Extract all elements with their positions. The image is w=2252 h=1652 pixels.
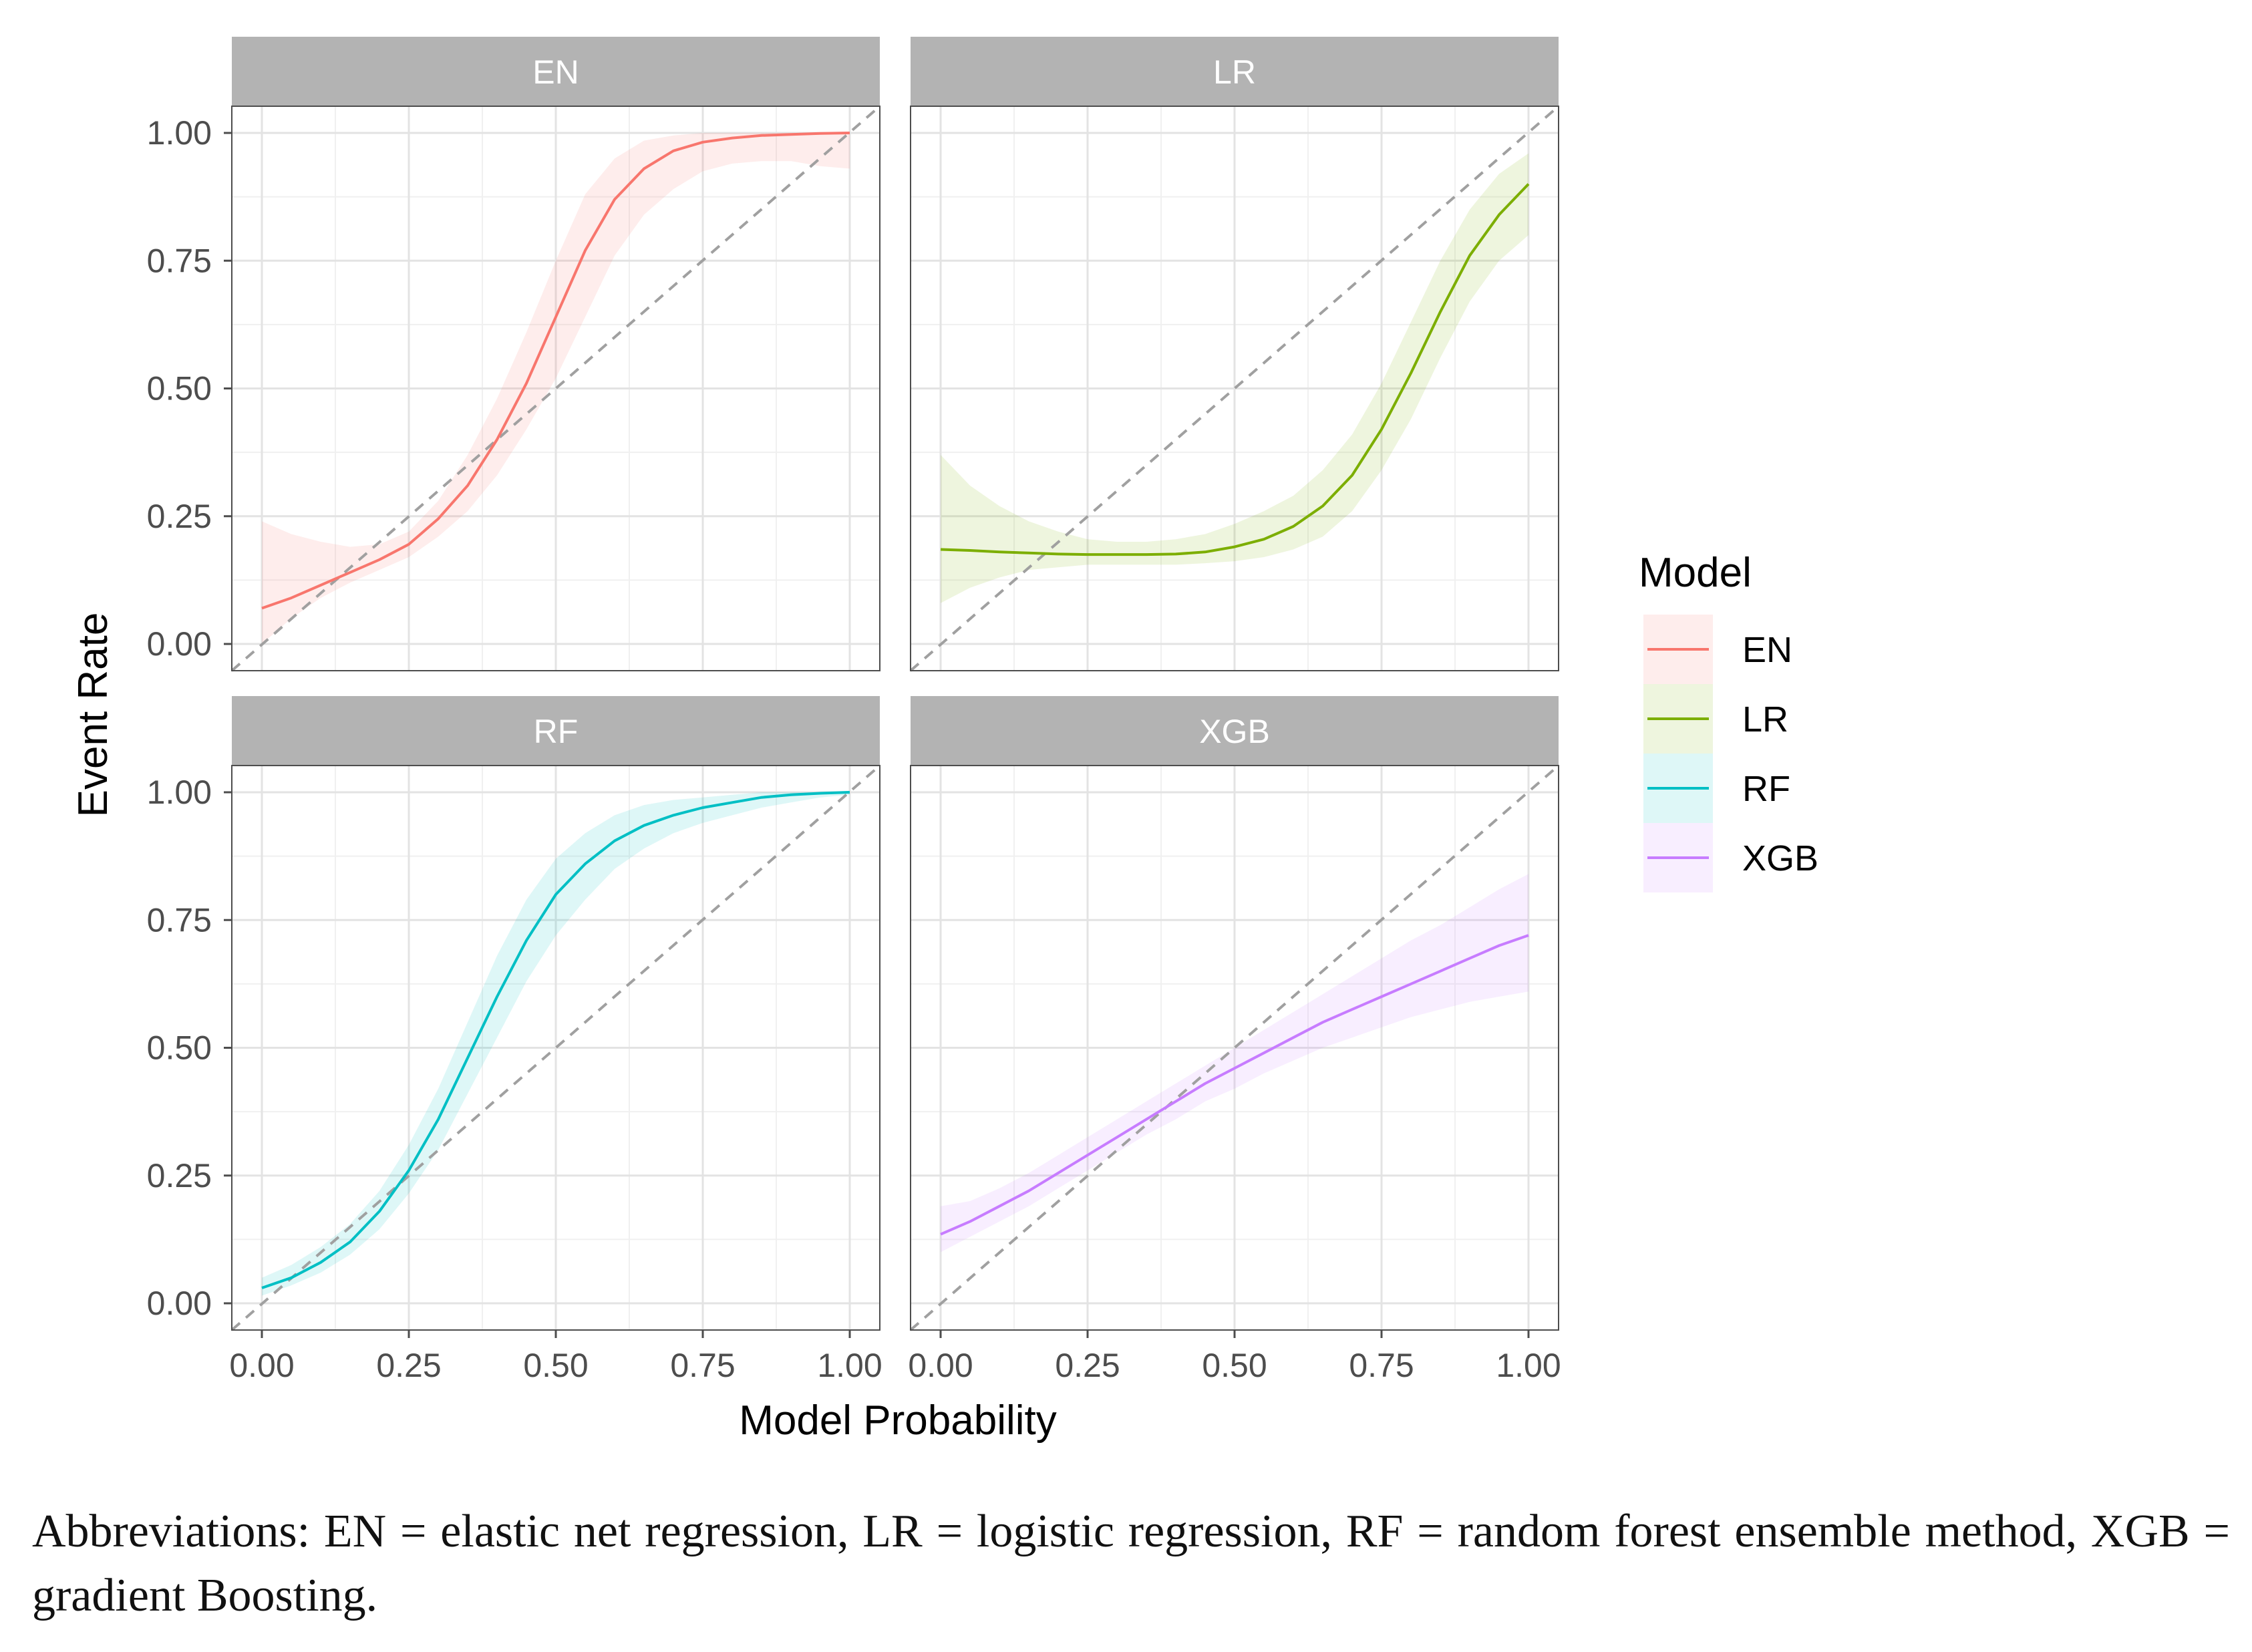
y-tick-label: 0.75: [147, 901, 212, 939]
legend-item-lr: LR: [1643, 684, 1788, 754]
x-tick-label: 0.00: [229, 1347, 294, 1384]
y-tick-label: 0.50: [147, 1029, 212, 1067]
calibration-curve-lr: [940, 183, 1530, 556]
calibration-curve-rf: [261, 791, 850, 1289]
y-tick-label: 0.00: [147, 1285, 212, 1322]
panel-en: EN 0.00 0.25 0.50 0.75 1.00: [147, 37, 881, 672]
panel-rf: RF 0.00 0.25 0.50 0.75 1.00 0.00 0.25 0.50 0.75 1.…: [147, 696, 882, 1384]
y-tick-label: 0.25: [147, 498, 212, 535]
confidence-band-lr: [941, 153, 1529, 603]
x-tick-label: 0.00: [908, 1347, 973, 1384]
legend-label: EN: [1742, 630, 1792, 670]
panel-xgb: XGB 0.00 0.25 0.50 0.75 1.00: [908, 696, 1561, 1384]
panel-strip: [911, 37, 1559, 106]
facet-panels: EN 0.00 0.25 0.50 0.75 1.00 LR RF 0.00 0.25 0.50 0.…: [147, 37, 1561, 1384]
legend: Model EN LR RF XGB: [1639, 550, 1818, 892]
x-axis-title: Model Probability: [739, 1397, 1057, 1444]
y-tick-label: 0.75: [147, 242, 212, 279]
calibration-figure: EN 0.00 0.25 0.50 0.75 1.00 LR RF 0.00 0.25 0.50 0.…: [70, 37, 1818, 1444]
y-axis-title: Event Rate: [70, 613, 116, 818]
y-tick-label: 0.50: [147, 370, 212, 407]
calibration-curve-xgb: [940, 934, 1529, 1236]
panel-strip-label: XGB: [1199, 713, 1270, 750]
y-tick-label: 0.25: [147, 1157, 212, 1194]
figure-caption: Abbreviations: EN = elastic net regressi…: [32, 1506, 2230, 1621]
x-tick-label: 0.75: [670, 1347, 735, 1384]
reference-diagonal: [230, 105, 881, 672]
x-tick-label: 0.25: [1055, 1347, 1120, 1384]
legend-item-rf: RF: [1643, 754, 1790, 823]
panel-lr: LR: [909, 37, 1560, 672]
legend-label: LR: [1742, 699, 1788, 739]
reference-diagonal: [230, 764, 881, 1331]
x-tick-label: 0.25: [376, 1347, 441, 1384]
x-tick-label: 0.50: [1202, 1347, 1267, 1384]
reference-diagonal: [909, 764, 1560, 1331]
panel-border: [910, 106, 1559, 671]
panel-strip-label: LR: [1213, 53, 1256, 91]
legend-title: Model: [1639, 550, 1752, 596]
panel-strip: [232, 37, 880, 106]
legend-item-xgb: XGB: [1643, 823, 1818, 892]
calibration-curve-en: [261, 132, 850, 610]
panel-strip-label: RF: [534, 713, 579, 750]
panel-strip: [232, 696, 880, 766]
legend-label: XGB: [1742, 838, 1818, 878]
y-tick-label: 1.00: [147, 114, 212, 152]
panel-strip: [911, 696, 1559, 766]
panel-strip-label: EN: [532, 53, 579, 91]
x-tick-label: 0.75: [1349, 1347, 1414, 1384]
x-tick-label: 1.00: [817, 1347, 882, 1384]
y-tick-label: 1.00: [147, 774, 212, 811]
confidence-band-xgb: [941, 874, 1529, 1253]
legend-label: RF: [1742, 769, 1790, 809]
reference-diagonal: [909, 105, 1560, 672]
x-tick-label: 1.00: [1496, 1347, 1561, 1384]
x-tick-label: 0.50: [523, 1347, 588, 1384]
y-tick-label: 0.00: [147, 625, 212, 663]
legend-item-en: EN: [1643, 615, 1792, 684]
